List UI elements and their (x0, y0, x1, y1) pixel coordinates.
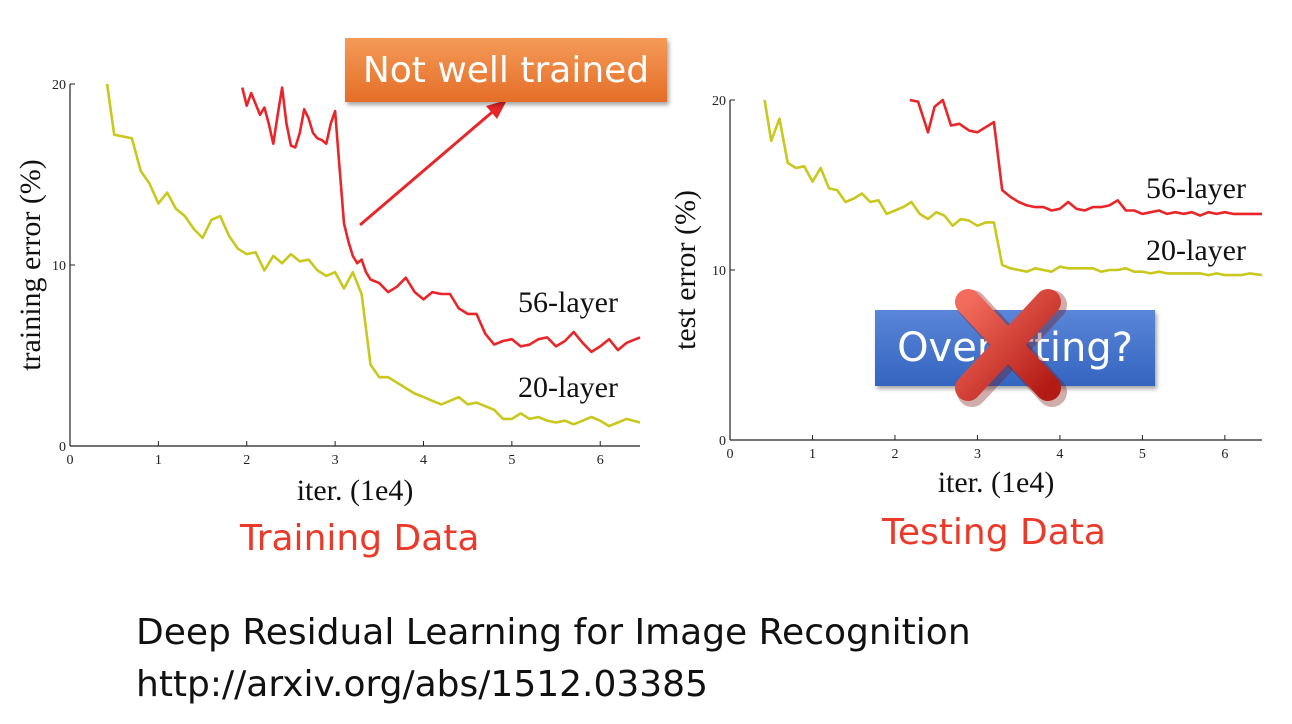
y-tick-label: 10 (52, 259, 66, 274)
y-axis-label: test error (%) (669, 190, 702, 350)
series-label-20-layer: 20-layer (518, 371, 618, 404)
series-line-56-layer (241, 86, 641, 354)
arrow-shaft (359, 106, 498, 227)
overfitting-callout: Overfitting? (875, 310, 1155, 386)
not-well-trained-label: Not well trained (362, 49, 650, 91)
y-tick-label: 20 (712, 94, 726, 109)
x-tick-label: 1 (809, 447, 816, 462)
testing-data-caption: Testing Data (882, 512, 1106, 553)
x-tick-label: 0 (727, 447, 734, 462)
x-tick-label: 0 (67, 453, 74, 468)
x-tick-label: 3 (332, 453, 339, 468)
x-tick-label: 6 (597, 453, 604, 468)
x-tick-label: 4 (420, 453, 427, 468)
y-tick-label: 10 (712, 264, 726, 279)
training-error-chart: 0 1 2 3 4 5 6 0 10 20 training error (%) iter. (1e4… (14, 78, 641, 507)
x-tick-label: 2 (891, 447, 898, 462)
paper-title: Deep Residual Learning for Image Recogni… (136, 612, 971, 653)
series-line-20-layer (105, 83, 641, 428)
paper-url: http://arxiv.org/abs/1512.03385 (136, 664, 708, 705)
x-tick-label: 4 (1056, 447, 1063, 462)
series-line-20-layer (763, 99, 1263, 277)
x-axis-label: iter. (1e4) (938, 466, 1055, 499)
series-label-56-layer: 56-layer (1146, 172, 1246, 205)
series-line-56-layer (909, 98, 1262, 217)
x-tick-label: 6 (1221, 447, 1228, 462)
not-well-trained-arrow (359, 100, 507, 227)
x-tick-label: 2 (243, 453, 250, 468)
x-tick-label: 5 (508, 453, 515, 468)
training-data-caption: Training Data (240, 518, 480, 559)
overfitting-label: Overfitting? (897, 325, 1133, 371)
y-tick-label: 0 (719, 434, 726, 449)
not-well-trained-callout: Not well trained (345, 38, 667, 102)
arrow-head (486, 100, 507, 119)
x-tick-label: 5 (1139, 447, 1146, 462)
y-tick-label: 0 (59, 440, 66, 455)
x-axis-label: iter. (1e4) (297, 474, 414, 507)
y-tick-label: 20 (52, 78, 66, 93)
series-label-56-layer: 56-layer (518, 286, 618, 319)
x-tick-label: 1 (155, 453, 162, 468)
test-error-chart: 0 1 2 3 4 5 6 0 10 20 test error (%) iter. (1e4) 56-… (669, 94, 1263, 499)
y-axis-label: training error (%) (14, 159, 47, 371)
series-label-20-layer: 20-layer (1146, 234, 1246, 267)
x-tick-label: 3 (974, 447, 981, 462)
